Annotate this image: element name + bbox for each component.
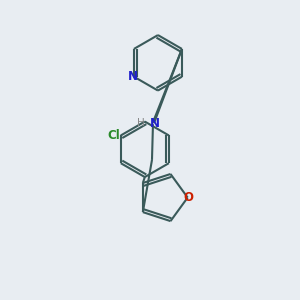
Text: O: O bbox=[184, 191, 194, 204]
Text: N: N bbox=[128, 70, 138, 83]
Text: Cl: Cl bbox=[107, 129, 120, 142]
Text: N: N bbox=[150, 117, 160, 130]
Text: H: H bbox=[137, 118, 145, 128]
